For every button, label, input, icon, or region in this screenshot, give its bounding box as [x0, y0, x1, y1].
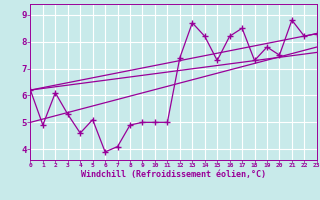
X-axis label: Windchill (Refroidissement éolien,°C): Windchill (Refroidissement éolien,°C) — [81, 170, 266, 179]
